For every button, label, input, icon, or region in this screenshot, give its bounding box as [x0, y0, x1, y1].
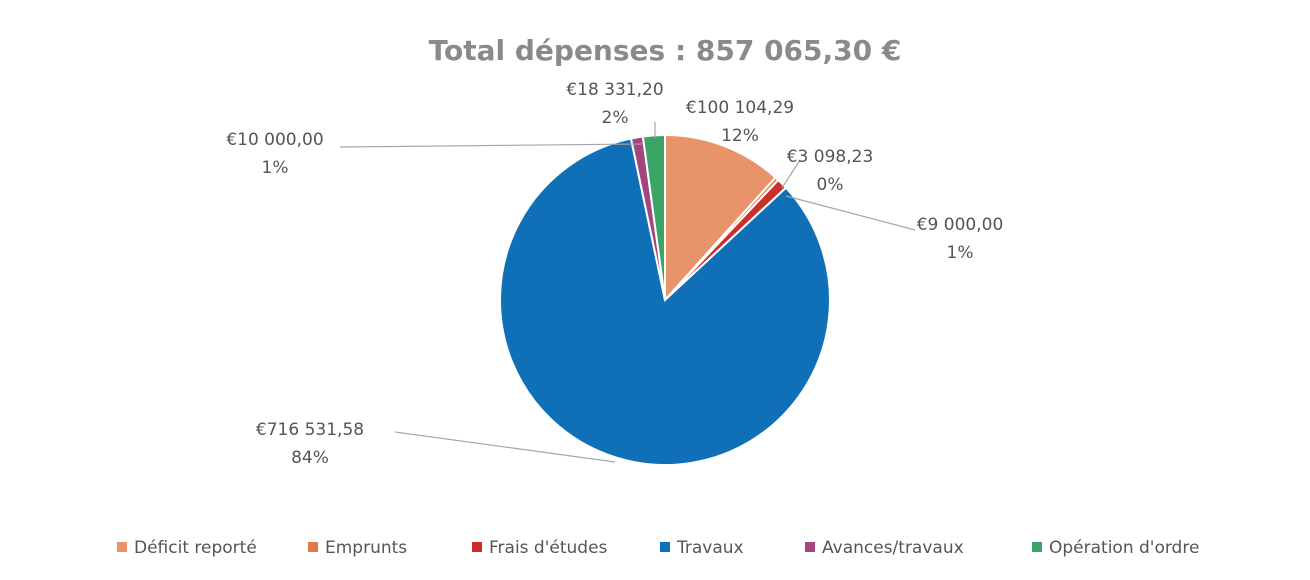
data-label: €10 000,00	[226, 130, 323, 150]
pie-slice	[499, 137, 831, 466]
legend-swatch	[308, 542, 318, 552]
legend-swatch	[805, 542, 815, 552]
leader-line	[781, 159, 801, 189]
pie-slice	[664, 133, 777, 303]
percent-label: 12%	[721, 126, 759, 146]
legend-label: Opération d'ordre	[1049, 538, 1199, 558]
data-label: €3 098,23	[787, 147, 874, 167]
legend-label: Déficit reporté	[134, 538, 257, 558]
percent-label: 1%	[262, 158, 289, 178]
legend-label: Emprunts	[325, 538, 407, 558]
percent-label: 84%	[291, 448, 329, 468]
data-label: €716 531,58	[256, 420, 364, 440]
leader-line	[339, 143, 643, 148]
pie-slice	[641, 133, 666, 301]
data-label: €9 000,00	[917, 215, 1004, 235]
legend-label: Frais d'études	[489, 538, 608, 558]
percent-label: 1%	[947, 243, 974, 263]
leader-line	[394, 431, 616, 463]
percent-label: 2%	[602, 108, 629, 128]
legend-swatch	[660, 542, 670, 552]
legend-swatch	[1032, 542, 1042, 552]
percent-label: 0%	[817, 175, 844, 195]
legend-label: Avances/travaux	[822, 538, 964, 558]
legend-swatch	[472, 542, 482, 552]
legend-label: Travaux	[676, 538, 744, 558]
chart-title: Total dépenses : 857 065,30 €	[429, 34, 902, 67]
data-label: €100 104,29	[686, 98, 794, 118]
legend-swatch	[117, 542, 127, 552]
data-label: €18 331,20	[566, 80, 663, 100]
leader-line	[785, 195, 916, 231]
